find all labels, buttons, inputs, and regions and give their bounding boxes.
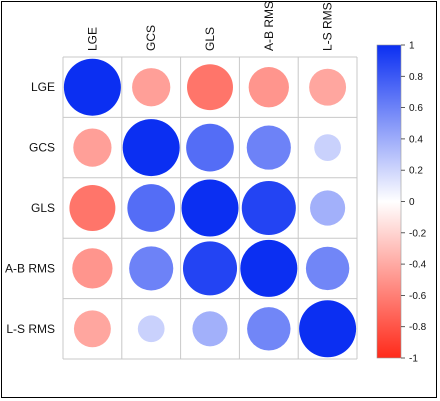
correlation-circle	[310, 190, 346, 226]
correlation-circle	[305, 246, 350, 291]
column-label: GCS	[144, 25, 158, 51]
colorbar-ticks: 1 0.8 0.6 0.4 0.2 0 -0.2 -0.4 -0.6 -0.8 -1	[401, 41, 427, 365]
correlation-circle	[314, 134, 341, 161]
correlation-circle	[129, 246, 174, 291]
row-label: GLS	[31, 201, 55, 215]
column-label: LGE	[85, 27, 99, 51]
correlation-circle	[182, 241, 238, 296]
correlation-circle	[246, 125, 291, 170]
row-label: L-S RMS	[6, 322, 55, 336]
colorbar-tick-label: 0.4	[409, 134, 423, 145]
correlation-circle	[248, 67, 289, 108]
colorbar-tick-label: -1	[409, 354, 418, 365]
correlation-circle	[186, 123, 234, 172]
correlation-circle	[127, 184, 176, 232]
correlation-circle	[192, 311, 228, 347]
colorbar-tick-label: -0.6	[409, 291, 427, 302]
correlation-circle	[241, 180, 296, 236]
correlation-circle	[137, 315, 165, 343]
correlation-circle	[247, 307, 291, 351]
colorbar	[376, 44, 402, 359]
column-labels: LGE GCS GLS A-B RMS L-S RMS	[85, 1, 334, 51]
correlation-circle	[122, 119, 180, 177]
column-label: GLS	[203, 27, 217, 51]
colorbar-gradient	[376, 44, 402, 359]
matrix-grid	[62, 56, 358, 360]
colorbar-tick-label: 0.6	[409, 103, 423, 114]
correlation-circle	[69, 185, 116, 231]
colorbar-tick-label: 0.8	[409, 72, 423, 83]
row-label: A-B RMS	[5, 261, 55, 275]
correlation-circle	[240, 239, 298, 297]
correlation-circle	[63, 58, 121, 116]
colorbar-tick-label: -0.4	[409, 260, 427, 271]
colorbar-tick-label: 0.2	[409, 166, 423, 177]
row-label: LGE	[31, 80, 55, 94]
correlation-circle	[309, 68, 347, 106]
colorbar-tick-label: 0	[409, 197, 415, 208]
colorbar-tick-label: -0.8	[409, 322, 427, 333]
colorbar-tick-label: -0.2	[409, 228, 427, 239]
column-label: A-B RMS	[262, 1, 276, 51]
correlation-circle	[72, 248, 113, 289]
row-label: GCS	[29, 141, 55, 155]
colorbar-tick-label: 1	[409, 41, 415, 52]
correlation-circle	[299, 300, 357, 358]
correlation-circle	[132, 68, 171, 107]
correlation-circle	[187, 64, 233, 111]
correlation-circle	[73, 128, 112, 167]
correlation-circle	[181, 179, 239, 237]
column-label: L-S RMS	[321, 2, 335, 51]
row-labels: LGE GCS GLS A-B RMS L-S RMS	[5, 80, 55, 336]
correlation-circle	[73, 310, 111, 348]
matrix-cells	[63, 58, 357, 358]
